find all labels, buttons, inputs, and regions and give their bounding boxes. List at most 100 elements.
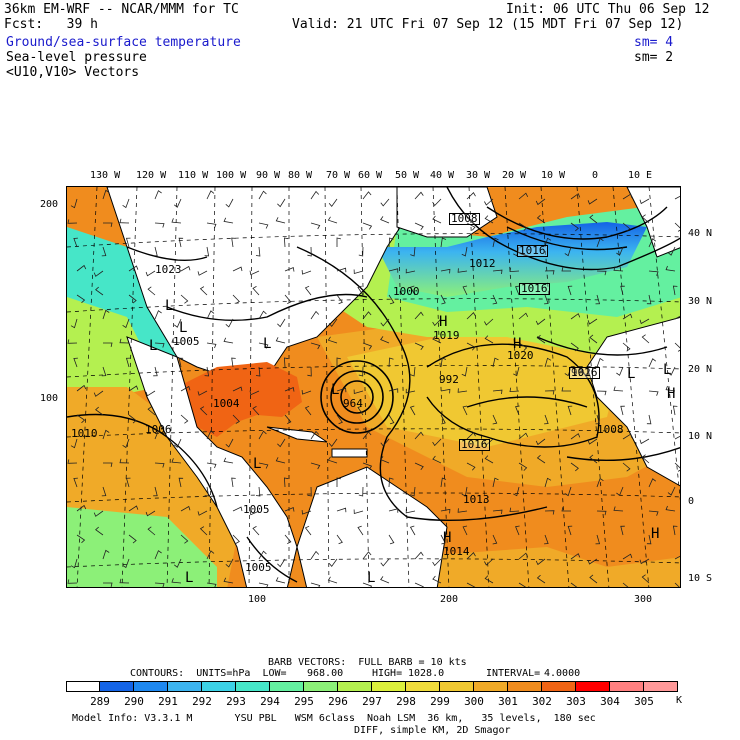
colorbar-tick-label: 289 — [90, 695, 110, 708]
wind-barb — [457, 508, 468, 513]
wind-barb — [249, 510, 260, 516]
model-info: Model Info: V3.3.1 M YSU PBL WSM 6class … — [72, 713, 596, 724]
wind-barb — [388, 357, 394, 368]
isobar-value-label: 1004 — [213, 397, 240, 410]
wind-barb — [667, 486, 676, 496]
barb-legend: BARB VECTORS: FULL BARB = 10 kts — [268, 657, 467, 668]
colorbar-tick-label: 294 — [260, 695, 280, 708]
wind-barb — [252, 526, 260, 536]
wind-barb — [409, 285, 416, 296]
wind-barb — [667, 366, 676, 376]
wind-barb — [206, 582, 217, 587]
wind-barb — [535, 198, 546, 206]
field-slp-label: Sea-level pressure — [6, 50, 147, 65]
wind-barb — [258, 190, 267, 200]
colorbar-swatch — [270, 681, 304, 692]
colorbar-swatch — [66, 681, 100, 692]
low-pressure-marker: L — [179, 320, 188, 336]
wind-barb — [484, 198, 494, 206]
wind-barb — [515, 525, 520, 536]
wind-barb — [275, 577, 286, 584]
wind-barb — [310, 550, 320, 560]
field-sst-label: Ground/sea-surface temperature — [6, 35, 241, 50]
wind-barb — [173, 198, 182, 208]
wind-barb — [328, 438, 338, 447]
north-america-land — [106, 187, 408, 388]
longitude-label: 90 W — [256, 170, 281, 181]
wind-barb — [492, 357, 499, 368]
longitude-label: 100 W — [216, 170, 247, 181]
colorbar-tick-label: 298 — [396, 695, 416, 708]
wind-barb — [674, 315, 680, 320]
wind-barb — [410, 366, 416, 377]
wind-barb — [535, 318, 546, 326]
wind-barb — [388, 414, 395, 425]
wind-barb — [328, 318, 338, 327]
isobar-value-label: 1000 — [393, 285, 420, 298]
wind-barb — [595, 414, 601, 425]
colorbar-tick-label: 290 — [124, 695, 144, 708]
wind-barb — [199, 526, 208, 536]
wind-barb — [336, 387, 347, 393]
wind-barb — [102, 549, 110, 560]
wind-barb — [206, 550, 215, 560]
grid-y-label: 200 — [40, 199, 59, 210]
wind-barb — [388, 477, 394, 488]
wind-barb — [567, 405, 573, 416]
wind-barb — [178, 477, 184, 488]
wind-barb — [252, 406, 260, 416]
wind-barb — [513, 246, 520, 257]
wind-barb — [178, 357, 184, 368]
wind-barb — [231, 357, 236, 368]
wind-barb — [414, 311, 424, 320]
wind-barb — [154, 462, 165, 468]
wind-barb — [492, 477, 499, 488]
wind-barb — [466, 342, 476, 351]
wind-barb — [484, 575, 494, 584]
wind-barb — [147, 286, 156, 296]
wind-barb — [405, 508, 416, 514]
wind-barb — [570, 193, 581, 200]
wind-barb — [440, 508, 451, 514]
wind-barb — [641, 574, 650, 584]
colorbar-swatch — [168, 681, 202, 692]
wind-barb — [102, 309, 110, 320]
wind-barb — [336, 237, 341, 247]
wind-barb — [518, 192, 529, 200]
wind-barb — [570, 553, 581, 560]
wind-barb — [414, 551, 424, 560]
wind-barb — [76, 504, 87, 512]
wind-barb — [128, 505, 139, 512]
wind-barb — [466, 552, 476, 560]
wind-barb — [231, 237, 236, 248]
wind-barb — [197, 390, 208, 396]
low-pressure-marker: L — [253, 456, 262, 472]
wind-barb — [535, 438, 546, 446]
wind-barb — [284, 294, 292, 305]
wind-barb — [206, 222, 217, 229]
wind-barb — [255, 366, 261, 377]
wind-barb — [596, 270, 607, 276]
wind-barb — [561, 507, 571, 512]
wind-barb — [255, 486, 261, 497]
wind-barb — [128, 534, 137, 544]
wind-barb — [76, 384, 87, 392]
wind-barb — [357, 525, 364, 536]
wind-barb — [570, 342, 579, 352]
grid-y-label: 100 — [40, 393, 59, 404]
colorbar-tick-label: 302 — [532, 695, 552, 708]
wind-barb — [388, 237, 394, 248]
wind-barb — [362, 311, 372, 320]
colorbar-tick-label: 295 — [294, 695, 314, 708]
colorbar-swatch — [542, 681, 576, 692]
wind-barb — [672, 525, 678, 536]
wind-barb — [596, 357, 604, 368]
wind-barb — [570, 433, 581, 440]
low-pressure-marker: L — [367, 570, 376, 586]
wind-barb — [648, 390, 659, 396]
wind-barb — [564, 486, 572, 497]
wind-barb — [284, 507, 295, 512]
wind-barb — [589, 214, 598, 224]
wind-barb — [466, 192, 476, 200]
wind-barb — [388, 534, 395, 545]
